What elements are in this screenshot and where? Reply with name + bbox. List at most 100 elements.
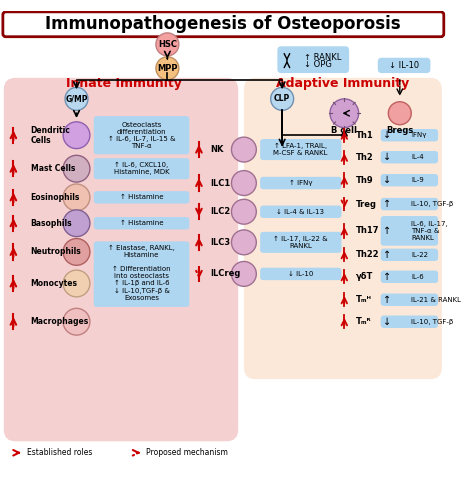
Text: IL-10, TGF-β: IL-10, TGF-β [411, 201, 453, 207]
Text: Innate Immunity: Innate Immunity [66, 77, 182, 90]
Circle shape [63, 156, 90, 182]
FancyBboxPatch shape [94, 158, 190, 179]
Circle shape [389, 102, 411, 124]
Text: B cell: B cell [331, 126, 357, 135]
FancyBboxPatch shape [94, 116, 190, 154]
Text: ↓ IL-4 & IL-13: ↓ IL-4 & IL-13 [276, 208, 324, 214]
Text: CLP: CLP [274, 94, 290, 104]
FancyBboxPatch shape [381, 151, 438, 164]
Text: Established roles: Established roles [27, 448, 92, 458]
FancyBboxPatch shape [381, 174, 438, 186]
Circle shape [330, 99, 359, 128]
Text: ILC2: ILC2 [211, 207, 231, 216]
Text: ↑ IL-17, IL-22 &
RANKL: ↑ IL-17, IL-22 & RANKL [273, 236, 328, 249]
Text: NK: NK [211, 145, 224, 154]
FancyBboxPatch shape [381, 129, 438, 141]
Text: Dendritic
Cells: Dendritic Cells [31, 126, 71, 145]
Text: IL-10, TGF-β: IL-10, TGF-β [411, 318, 453, 324]
Text: IL-22: IL-22 [411, 252, 428, 258]
Text: Mast Cells: Mast Cells [31, 164, 75, 173]
FancyBboxPatch shape [260, 206, 341, 218]
Text: ↓ OPG: ↓ OPG [304, 60, 332, 69]
FancyBboxPatch shape [3, 12, 444, 36]
Text: Osteoclasts
differentiation
↑ IL-6, IL-7, IL-15 &
TNF-α: Osteoclasts differentiation ↑ IL-6, IL-7… [108, 122, 175, 149]
Text: Adaptive Immunity: Adaptive Immunity [276, 77, 409, 90]
Text: Eosinophils: Eosinophils [31, 193, 80, 202]
Text: ILC1: ILC1 [211, 178, 231, 188]
Text: ILC3: ILC3 [211, 238, 231, 247]
Text: IL-6, IL-17,
TNF-α &
RANKL: IL-6, IL-17, TNF-α & RANKL [411, 221, 448, 241]
Text: Basophils: Basophils [31, 218, 72, 228]
Text: ↑ IL-6, CXCL10,
Histamine, MDK: ↑ IL-6, CXCL10, Histamine, MDK [114, 162, 170, 175]
FancyBboxPatch shape [381, 216, 438, 246]
Circle shape [232, 262, 256, 286]
FancyBboxPatch shape [381, 316, 438, 328]
FancyBboxPatch shape [94, 191, 190, 203]
Text: IL-6: IL-6 [411, 274, 424, 280]
Text: Neutrophils: Neutrophils [31, 248, 81, 256]
FancyBboxPatch shape [381, 248, 438, 261]
Text: IL-21 & RANKL: IL-21 & RANKL [411, 296, 461, 302]
Text: ↑ LFA-1, TRAIL,
M-CSF & RANKL: ↑ LFA-1, TRAIL, M-CSF & RANKL [273, 143, 327, 156]
FancyBboxPatch shape [244, 78, 442, 379]
Text: Tₘᴴ: Tₘᴴ [356, 295, 372, 304]
Text: ↑ Differentiation
into osteoclasts
↑ IL-1β and IL-6
↓ IL-10,TGF-β &
Exosomes: ↑ Differentiation into osteoclasts ↑ IL-… [112, 266, 171, 300]
Circle shape [271, 88, 294, 110]
Circle shape [63, 210, 90, 236]
Text: G/MP: G/MP [65, 94, 88, 104]
Text: ↑: ↑ [383, 294, 391, 304]
Text: ↓: ↓ [383, 130, 391, 140]
Text: ↑: ↑ [383, 272, 391, 282]
Text: IL-9: IL-9 [411, 177, 424, 183]
Circle shape [232, 200, 256, 224]
Text: Treg: Treg [356, 200, 377, 208]
Text: ↑ RANKL: ↑ RANKL [304, 54, 341, 62]
FancyBboxPatch shape [381, 270, 438, 283]
Circle shape [63, 184, 90, 211]
Text: ↓: ↓ [383, 316, 391, 326]
Circle shape [63, 308, 90, 335]
Text: Immunopathogenesis of Osteoporosis: Immunopathogenesis of Osteoporosis [45, 16, 401, 34]
Text: Bregs: Bregs [386, 126, 413, 135]
Text: IFNγ: IFNγ [411, 132, 427, 138]
Text: Tₘᴿ: Tₘᴿ [356, 317, 371, 326]
FancyBboxPatch shape [381, 294, 438, 306]
FancyBboxPatch shape [94, 260, 190, 307]
FancyBboxPatch shape [260, 268, 341, 280]
Circle shape [232, 230, 256, 255]
Text: Monocytes: Monocytes [31, 279, 78, 288]
Text: Th1: Th1 [356, 130, 374, 140]
Circle shape [156, 57, 179, 80]
Text: ↑ Histamine: ↑ Histamine [120, 220, 163, 226]
Text: ↑: ↑ [383, 226, 391, 236]
Text: ↑: ↑ [383, 250, 391, 260]
Text: ↓ IL-10: ↓ IL-10 [389, 61, 419, 70]
Circle shape [232, 170, 256, 196]
FancyBboxPatch shape [94, 242, 190, 262]
FancyBboxPatch shape [260, 139, 341, 160]
Circle shape [63, 122, 90, 148]
Text: γδT: γδT [356, 272, 373, 281]
Text: MPP: MPP [157, 64, 177, 73]
Text: ↓: ↓ [383, 152, 391, 162]
Text: Proposed mechanism: Proposed mechanism [146, 448, 228, 458]
Text: HSC: HSC [158, 40, 177, 49]
Text: ↓: ↓ [383, 175, 391, 185]
Circle shape [65, 88, 88, 110]
Text: ILCreg: ILCreg [211, 270, 241, 278]
FancyBboxPatch shape [381, 198, 438, 210]
FancyBboxPatch shape [4, 78, 238, 442]
Circle shape [63, 270, 90, 297]
Text: ↑ Elastase, RANKL,
Histamine: ↑ Elastase, RANKL, Histamine [108, 246, 175, 258]
Text: Th17: Th17 [356, 226, 379, 235]
Text: Macrophages: Macrophages [31, 317, 89, 326]
FancyBboxPatch shape [260, 177, 341, 190]
Text: ↓ IL-10: ↓ IL-10 [288, 271, 313, 277]
Circle shape [63, 238, 90, 266]
FancyBboxPatch shape [378, 58, 431, 73]
Text: ↑: ↑ [383, 199, 391, 209]
Text: Th9: Th9 [356, 176, 374, 184]
FancyBboxPatch shape [94, 217, 190, 230]
FancyBboxPatch shape [277, 46, 349, 73]
Text: Th2: Th2 [356, 152, 374, 162]
